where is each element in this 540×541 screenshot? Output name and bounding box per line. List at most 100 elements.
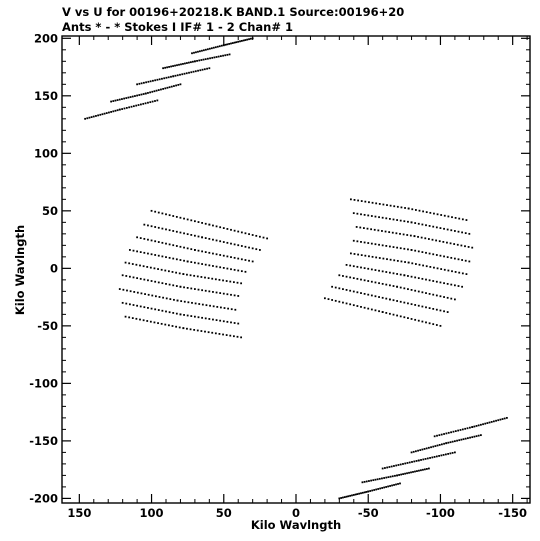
uv-point: [219, 266, 222, 269]
uv-point-conjugate: [361, 481, 364, 484]
uv-point: [242, 39, 245, 42]
uv-point: [244, 270, 247, 273]
uv-point-conjugate: [385, 476, 388, 479]
uv-point: [132, 249, 135, 252]
uv-point-conjugate: [450, 431, 452, 434]
uv-point: [219, 55, 222, 58]
uv-point-conjugate: [385, 297, 388, 300]
uv-point-conjugate: [488, 421, 491, 424]
uv-point: [165, 242, 167, 245]
uv-point: [199, 50, 201, 53]
uv-point: [142, 102, 145, 105]
uv-point: [156, 78, 159, 81]
x-tick-label: -100: [426, 506, 455, 520]
uv-point-conjugate: [370, 268, 373, 271]
uv-point: [128, 275, 131, 278]
uv-point: [129, 290, 132, 293]
uv-point-conjugate: [374, 269, 377, 271]
uv-point: [156, 99, 159, 102]
uv-point: [180, 300, 183, 303]
uv-point: [144, 102, 147, 105]
uv-point: [211, 331, 214, 334]
uv-point-conjugate: [425, 292, 427, 294]
uv-point: [208, 318, 211, 320]
uv-point: [129, 96, 132, 98]
uv-point-conjugate: [411, 461, 413, 463]
uv-point: [186, 273, 188, 276]
uv-point-conjugate: [377, 488, 380, 490]
uv-point-conjugate: [484, 422, 487, 425]
uv-point: [266, 237, 269, 240]
uv-point-conjugate: [450, 283, 453, 286]
uv-point-conjugate: [378, 296, 380, 298]
uv-point-conjugate: [400, 260, 403, 263]
uv-point-conjugate: [364, 200, 367, 203]
uv-point: [212, 291, 214, 293]
uv-point-conjugate: [395, 483, 397, 486]
uv-point: [118, 108, 121, 111]
uv-point-conjugate: [388, 312, 391, 315]
uv-point-conjugate: [381, 216, 384, 219]
uv-point: [136, 236, 139, 239]
uv-point: [186, 62, 188, 64]
uv-point-conjugate: [439, 281, 442, 284]
uv-point-conjugate: [435, 294, 438, 297]
uv-point-conjugate: [422, 468, 424, 471]
uv-point-conjugate: [503, 417, 506, 420]
uv-point-conjugate: [440, 433, 443, 436]
uv-point-conjugate: [424, 468, 426, 471]
uv-point-conjugate: [468, 232, 471, 235]
uv-point-conjugate: [356, 212, 359, 215]
uv-point: [204, 289, 207, 292]
uv-point-conjugate: [419, 449, 422, 451]
uv-point: [248, 233, 250, 236]
uv-point-conjugate: [453, 284, 456, 287]
uv-point: [118, 288, 121, 290]
uv-point: [230, 308, 233, 311]
uv-point-conjugate: [454, 216, 457, 219]
uv-point: [183, 314, 185, 316]
uv-point-conjugate: [420, 459, 422, 461]
uv-point: [128, 303, 131, 306]
uv-point: [213, 56, 216, 59]
uv-point-conjugate: [379, 487, 382, 490]
uv-point-conjugate: [354, 493, 357, 496]
uv-point-conjugate: [424, 237, 427, 240]
uv-point: [175, 285, 178, 287]
uv-point: [175, 84, 178, 87]
uv-point-conjugate: [389, 258, 392, 261]
uv-point: [116, 99, 119, 101]
uv-point: [204, 222, 207, 225]
uv-point: [237, 322, 240, 325]
uv-point-conjugate: [440, 214, 443, 216]
uv-point-conjugate: [413, 235, 416, 238]
uv-point-conjugate: [417, 449, 419, 452]
uv-point: [222, 279, 224, 282]
uv-point-conjugate: [387, 476, 390, 479]
uv-point: [193, 234, 196, 237]
uv-point-conjugate: [469, 436, 471, 439]
uv-point: [183, 72, 186, 75]
y-tick-label: 100: [34, 146, 58, 160]
uv-point-conjugate: [367, 307, 370, 310]
uv-point: [131, 95, 134, 98]
uv-point-conjugate: [392, 272, 395, 275]
uv-point: [230, 268, 232, 271]
uv-point-conjugate: [417, 277, 420, 280]
uv-point-conjugate: [395, 464, 398, 467]
uv-point: [190, 234, 193, 236]
uv-point-conjugate: [439, 227, 442, 229]
uv-point: [204, 330, 206, 333]
uv-point-conjugate: [391, 484, 393, 487]
uv-point: [214, 46, 217, 49]
uv-point-conjugate: [458, 217, 461, 220]
uv-point-conjugate: [331, 285, 334, 288]
uv-point: [200, 59, 203, 61]
x-tick-label: 0: [292, 506, 300, 520]
uv-point-conjugate: [349, 289, 352, 292]
uv-point: [161, 227, 164, 230]
uv-point: [180, 63, 182, 66]
uv-point-conjugate: [388, 284, 391, 287]
uv-point: [157, 268, 159, 270]
uv-point: [121, 274, 124, 277]
